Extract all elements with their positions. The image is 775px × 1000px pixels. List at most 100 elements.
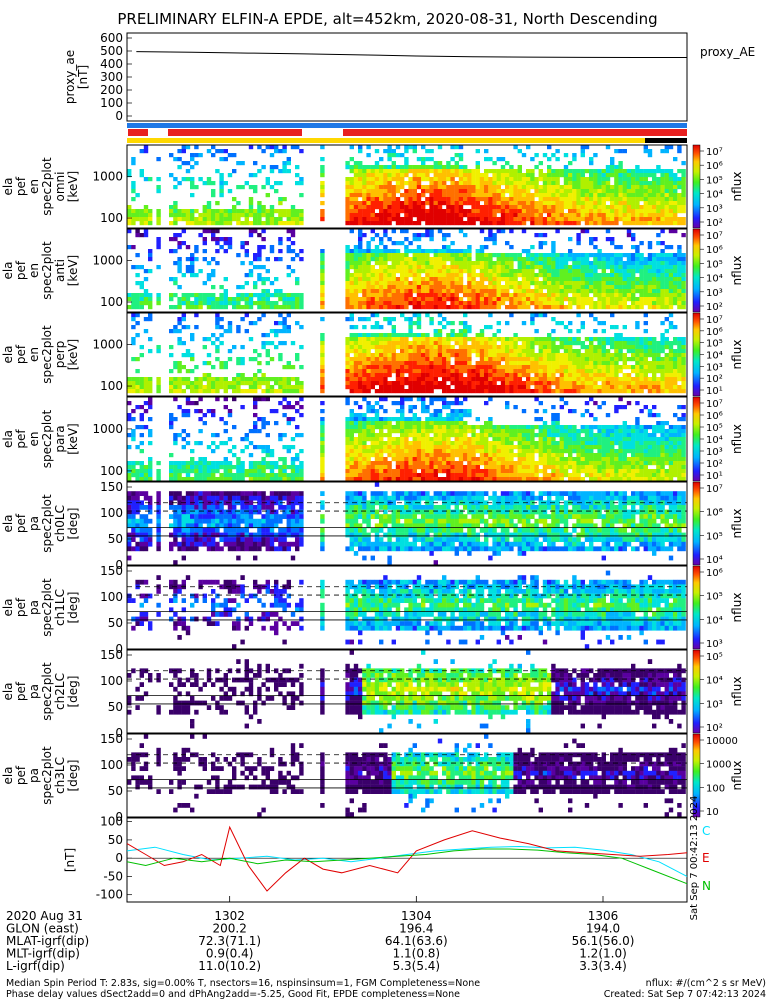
heat-cell [534,373,539,378]
heat-cell [433,301,438,306]
heat-cell [475,253,480,258]
heat-cell [383,353,388,358]
heat-cell [614,389,619,394]
heat-cell [349,197,354,202]
heat-cell [236,185,241,190]
heat-cell [227,329,233,334]
heat-cell [223,477,228,482]
heat-cell [534,217,539,222]
heat-cell [559,289,564,294]
heat-cell [580,369,585,374]
heat-cell [278,377,283,382]
heat-cell [521,337,527,342]
heat-cell [563,165,569,170]
heat-cell [505,337,510,342]
heat-cell [614,337,619,342]
heat-cell [547,193,552,198]
heat-cell [232,205,237,210]
heat-cell [219,237,224,242]
heat-cell [664,301,669,306]
heat-cell [366,217,371,222]
heat-cell [433,377,438,382]
heat-cell [547,381,552,386]
en_anti-colorbar-label: nflux [730,256,744,286]
heat-cell [353,289,359,294]
heat-cell [383,253,388,258]
heat-cell [563,261,569,266]
heat-cell [647,301,653,306]
heat-cell [446,245,451,250]
heat-cell [664,381,669,386]
heat-cell [190,389,195,394]
heat-cell [463,253,468,258]
heat-cell [479,209,485,214]
heat-cell [181,445,186,450]
heat-cell [677,369,682,374]
heat-cell [286,421,291,426]
heat-cell [610,157,615,162]
heat-cell [433,205,438,210]
heat-cell [446,281,451,286]
heat-cell [442,301,447,306]
heat-cell [492,285,497,290]
heat-cell [425,273,430,278]
heat-cell [681,345,686,350]
heat-cell [626,265,632,270]
heat-cell [433,333,438,338]
heat-cell [433,285,438,290]
heat-cell [534,377,539,382]
heat-cell [391,293,396,298]
heat-cell [169,329,174,334]
heat-cell [353,257,359,262]
heat-cell [412,337,417,342]
heat-cell [349,277,354,282]
heat-cell [647,289,653,294]
heat-cell [547,297,552,302]
heat-cell [500,221,506,226]
heat-cell [143,221,149,226]
heat-cell [433,169,438,174]
heat-cell [454,293,459,298]
heat-cell [534,189,539,194]
heat-cell [223,209,228,214]
heat-cell [429,369,434,374]
en_perp-ylabel-2: en [27,347,41,362]
heat-cell [240,317,245,322]
heat-cell [181,313,186,318]
heat-cell [391,269,396,274]
heat-cell [517,209,522,214]
heat-cell [383,193,388,198]
heat-cell [194,245,199,250]
heat-cell [538,205,543,210]
heat-cell [647,377,653,382]
heat-cell [185,305,191,310]
heat-cell [547,217,552,222]
heat-cell [232,213,237,218]
heat-cell [408,169,413,174]
heat-cell [643,145,648,150]
heat-cell [219,461,224,466]
heat-cell [530,273,535,278]
heat-cell [437,385,443,390]
heat-cell [269,293,275,298]
heat-cell [660,193,665,198]
heat-cell [282,301,287,306]
heat-cell [286,465,291,470]
heat-cell [408,193,413,198]
heat-cell [416,361,422,366]
heat-cell [572,217,577,222]
heat-cell [383,349,388,354]
heat-cell [358,213,363,218]
heat-cell [521,201,527,206]
heat-cell [555,261,560,266]
heat-cell [513,177,518,182]
heat-cell [366,181,371,186]
heat-cell [156,237,161,242]
heat-cell [496,177,501,182]
heat-cell [127,433,132,438]
heat-cell [568,249,573,254]
heat-cell [652,337,657,342]
heat-cell [177,389,182,394]
heat-cell [551,245,556,250]
heat-cell [626,389,632,394]
